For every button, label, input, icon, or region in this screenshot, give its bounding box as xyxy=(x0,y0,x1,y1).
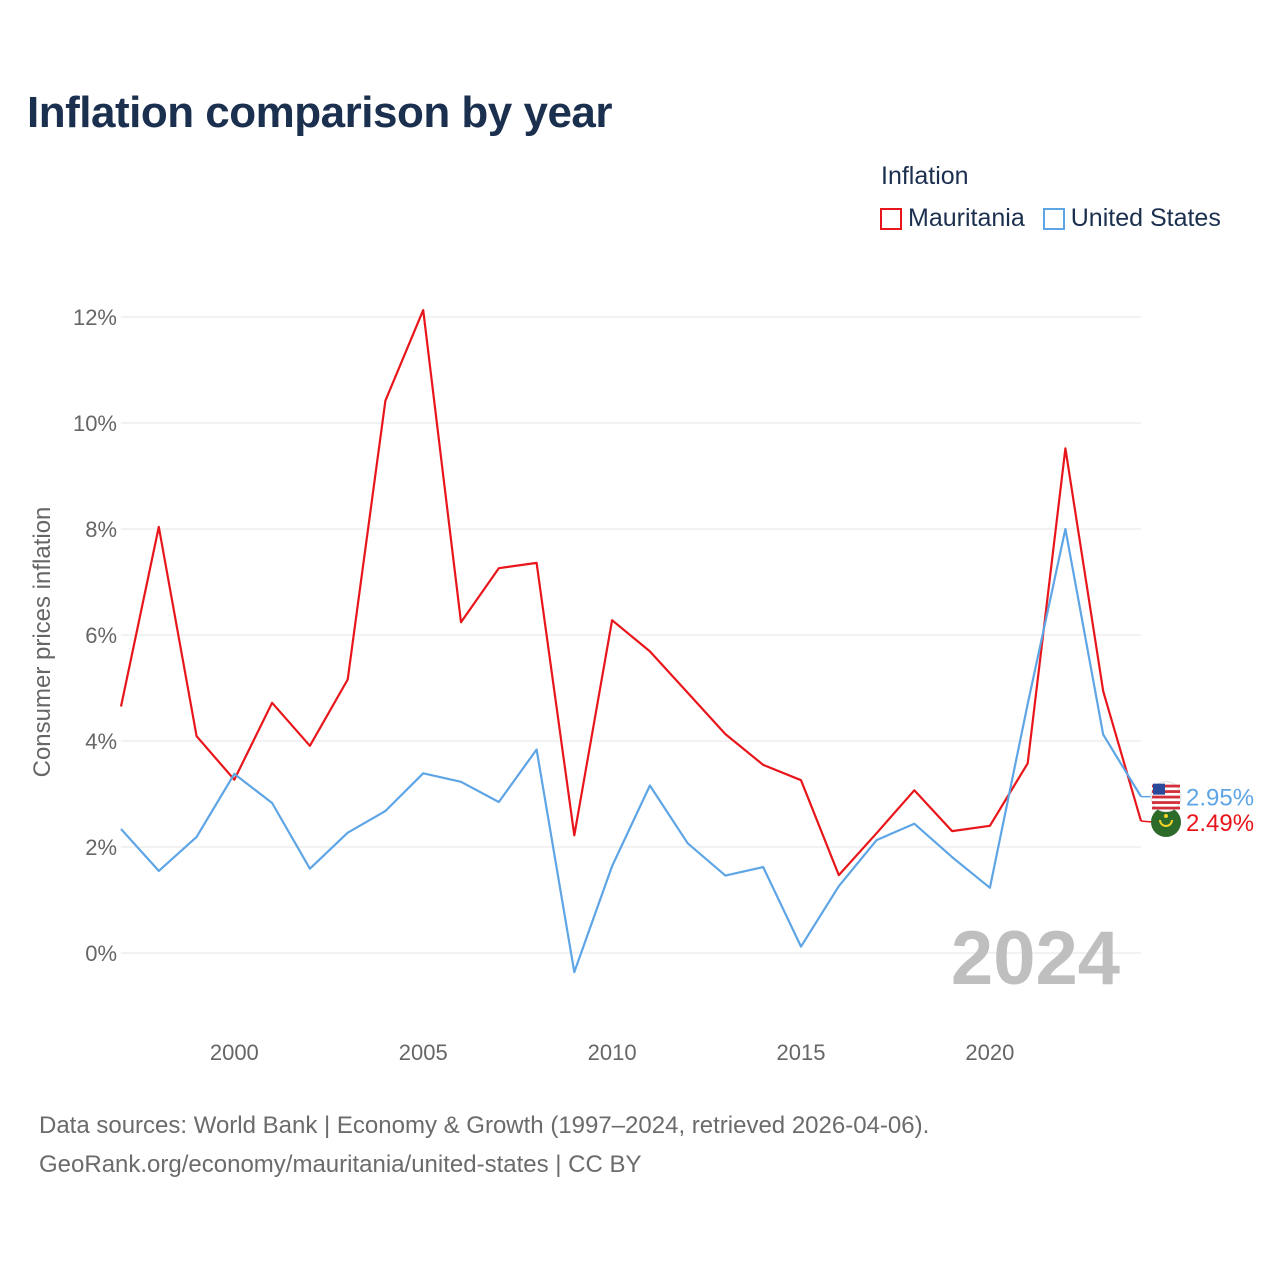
legend-item-mauritania[interactable]: Mauritania xyxy=(880,204,1025,233)
y-tick-label: 2% xyxy=(85,835,117,860)
mauritania-flag-icon xyxy=(1151,807,1181,838)
flag-stripe xyxy=(1152,784,1180,788)
y-tick-label: 8% xyxy=(85,517,117,542)
y-tick-label: 12% xyxy=(73,305,117,330)
chart-title: Inflation comparison by year xyxy=(27,88,613,137)
crescent-icon xyxy=(1159,819,1173,828)
legend-label-united-states: United States xyxy=(1070,204,1221,232)
legend-swatch-mauritania xyxy=(880,207,902,230)
y-axis-label: Consumer prices inflation xyxy=(29,507,56,778)
end-value-label-mauritania: 2.49% xyxy=(1186,810,1254,837)
y-axis-ticks: 0% 2% 4% 6% 8% 10% 12% xyxy=(73,305,117,966)
x-tick-label: 2015 xyxy=(777,1040,826,1065)
series-line-mauritania xyxy=(119,309,1143,877)
end-value-label-united-states: 2.95% xyxy=(1186,785,1254,812)
star-icon xyxy=(1164,814,1168,819)
year-watermark: 2024 xyxy=(951,916,1120,1001)
series-line-united-states xyxy=(120,527,1142,974)
series-lines xyxy=(119,309,1143,974)
legend-item-united-states[interactable]: United States xyxy=(1042,204,1221,233)
x-axis-ticks: 2000 2005 2010 2015 2020 xyxy=(210,1040,1015,1065)
y-tick-label: 4% xyxy=(85,729,117,754)
x-tick-label: 2005 xyxy=(399,1040,448,1065)
x-tick-label: 2010 xyxy=(588,1040,637,1065)
data-source-text: Data sources: World Bank | Economy & Gro… xyxy=(39,1112,930,1139)
legend-label-mauritania: Mauritania xyxy=(908,204,1025,232)
flag-stripe xyxy=(1152,806,1180,810)
footer: Data sources: World Bank | Economy & Gro… xyxy=(39,1106,929,1184)
y-tick-label: 10% xyxy=(73,411,117,436)
flag-stripe xyxy=(1152,801,1180,804)
flag-stripe xyxy=(1152,795,1180,799)
y-tick-label: 6% xyxy=(85,623,117,648)
line-chart: 0% 2% 4% 6% 8% 10% 12% 2000 2005 2010 2015 2020 Co… xyxy=(29,305,1254,1065)
flag-stripe xyxy=(1152,790,1180,793)
x-tick-label: 2020 xyxy=(965,1040,1014,1065)
end-markers: 2.49%2.95% xyxy=(1140,781,1254,838)
legend-swatch-united-states xyxy=(1042,207,1065,230)
flag-canton xyxy=(1153,783,1165,795)
legend: Mauritania United States xyxy=(880,204,1239,233)
source-url-text: GeoRank.org/economy/mauritania/united-st… xyxy=(39,1151,642,1178)
x-tick-label: 2000 xyxy=(210,1040,259,1065)
end-connector-mauritania xyxy=(1140,820,1154,823)
y-tick-label: 0% xyxy=(85,941,117,966)
legend-title: Inflation xyxy=(881,162,969,190)
